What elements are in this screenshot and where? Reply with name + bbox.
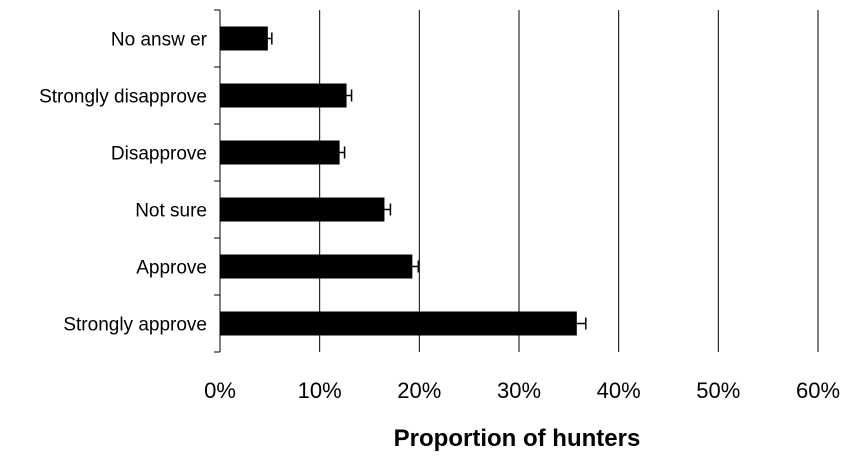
x-tick-label-0: 0% xyxy=(204,378,236,403)
category-label-1: Strongly disapprove xyxy=(39,87,207,108)
bar-4 xyxy=(220,254,413,279)
gridlines xyxy=(319,10,819,352)
category-label-5: Strongly approve xyxy=(63,315,207,336)
x-tick-labels: 0% 10% 20% 30% 40% 50% 60% xyxy=(204,378,840,403)
error-bars xyxy=(263,32,587,330)
bar-0 xyxy=(220,26,268,51)
bar-5 xyxy=(220,311,577,336)
x-tick-label-3: 30% xyxy=(497,378,541,403)
x-tick-label-1: 10% xyxy=(298,378,342,403)
x-tick-label-6: 60% xyxy=(796,378,840,403)
bar-3 xyxy=(220,197,385,222)
x-axis-title: Proportion of hunters xyxy=(394,425,641,452)
axes xyxy=(214,9,221,353)
category-label-2: Disapprove xyxy=(111,144,207,165)
category-label-3: Not sure xyxy=(135,201,207,222)
category-label-4: Approve xyxy=(136,258,207,279)
category-label-0: No answ er xyxy=(111,30,208,51)
x-tick-label-2: 20% xyxy=(397,378,441,403)
bar-1 xyxy=(220,83,347,108)
category-labels: No answ er Strongly disapprove Disapprove N… xyxy=(39,30,208,336)
bars xyxy=(220,26,577,336)
x-tick-label-5: 50% xyxy=(696,378,740,403)
x-tick-label-4: 40% xyxy=(597,378,641,403)
bar-2 xyxy=(220,140,340,165)
